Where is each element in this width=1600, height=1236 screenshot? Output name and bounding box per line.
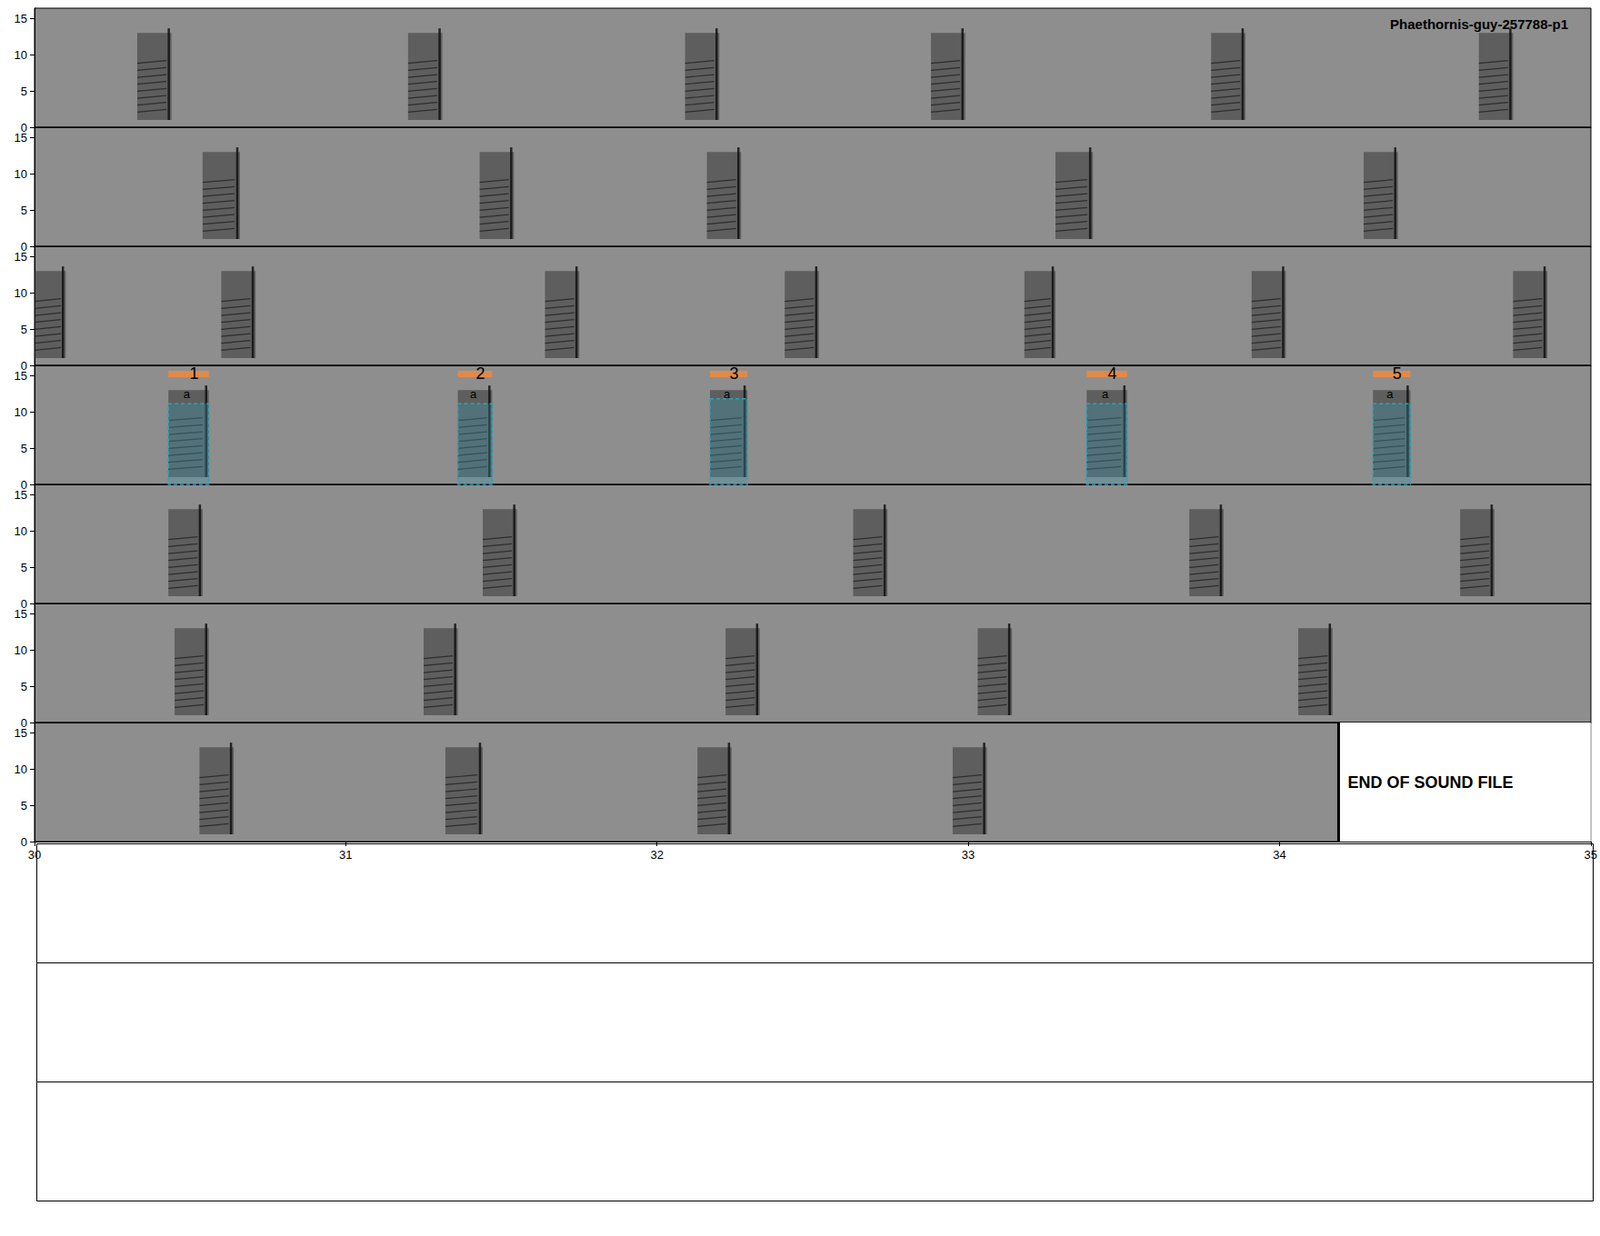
svg-text:0: 0 [20,835,28,850]
svg-text:5: 5 [20,203,28,218]
svg-text:4: 4 [1108,364,1118,383]
svg-text:5: 5 [20,799,28,813]
svg-text:5: 5 [20,84,28,99]
svg-text:5: 5 [20,680,28,694]
svg-text:3: 3 [730,364,740,383]
svg-text:a: a [1101,387,1110,401]
svg-text:31: 31 [339,848,352,862]
svg-text:10: 10 [14,643,28,658]
svg-text:1: 1 [189,364,199,383]
svg-text:10: 10 [14,48,28,62]
svg-text:5: 5 [20,560,28,575]
svg-text:Phaethornis-guy-257788-p1: Phaethornis-guy-257788-p1 [1390,16,1569,32]
svg-text:15: 15 [14,488,28,502]
svg-text:30: 30 [28,848,41,862]
svg-text:15: 15 [14,250,28,264]
svg-text:5: 5 [20,441,28,456]
svg-text:10: 10 [14,524,28,539]
svg-text:32: 32 [650,848,663,862]
svg-text:15: 15 [14,607,28,621]
svg-text:END OF SOUND FILE: END OF SOUND FILE [1347,773,1513,792]
svg-text:10: 10 [14,167,28,181]
svg-text:a: a [723,387,731,401]
svg-text:a: a [470,387,478,401]
svg-text:a: a [183,387,191,401]
svg-text:15: 15 [14,369,28,383]
svg-text:35: 35 [1584,848,1598,862]
svg-text:0: 0 [20,715,28,730]
svg-text:10: 10 [14,762,28,777]
svg-text:5: 5 [20,322,28,337]
svg-text:0: 0 [20,239,28,254]
svg-text:10: 10 [14,405,28,420]
svg-text:15: 15 [14,11,28,26]
svg-text:15: 15 [14,130,28,145]
svg-text:0: 0 [20,358,28,373]
svg-text:2: 2 [475,364,485,383]
svg-text:a: a [1386,387,1394,401]
svg-text:15: 15 [14,726,28,740]
svg-text:5: 5 [1392,364,1402,383]
svg-text:0: 0 [20,596,28,611]
svg-text:10: 10 [14,286,28,300]
svg-text:34: 34 [1272,848,1286,862]
svg-text:0: 0 [20,477,28,492]
svg-text:0: 0 [20,120,28,135]
svg-text:33: 33 [961,848,975,862]
